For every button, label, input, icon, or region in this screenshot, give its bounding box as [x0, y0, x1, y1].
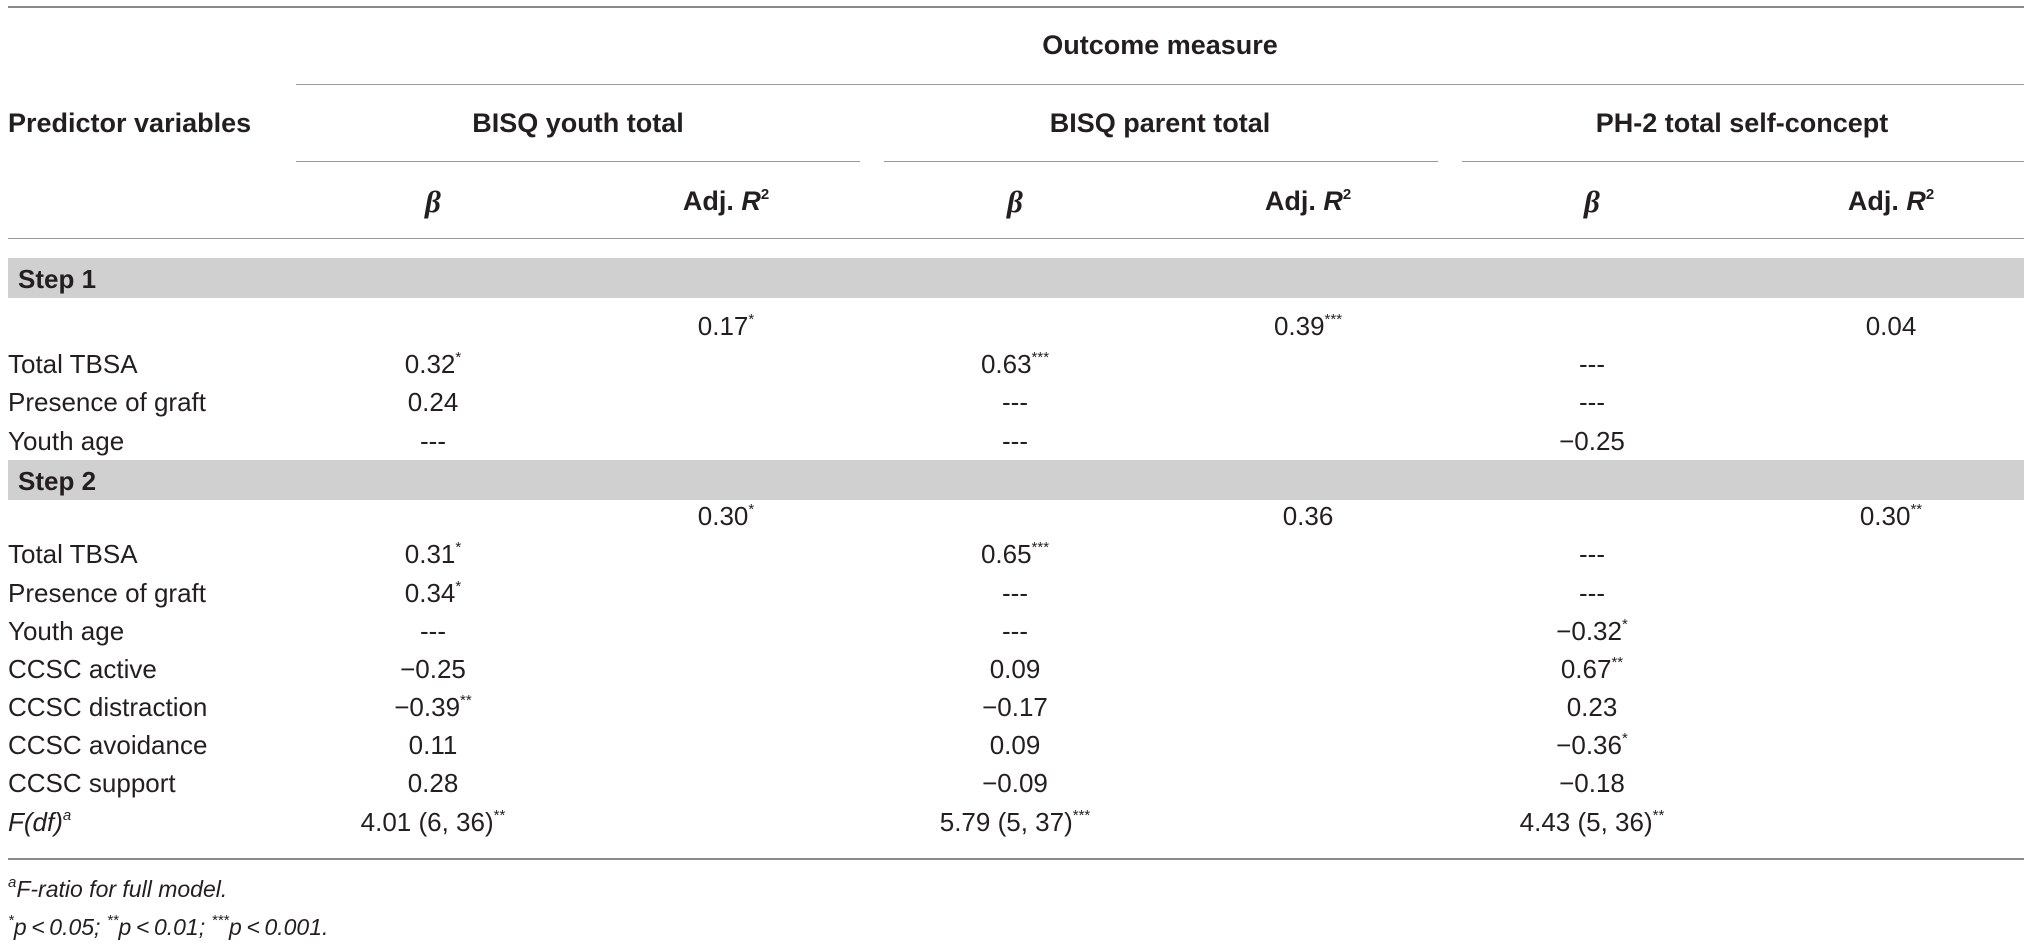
beta-cell: −0.36*: [1556, 730, 1628, 760]
adj-label: Adj.: [1847, 186, 1907, 216]
beta-cell: 0.31*: [404, 539, 462, 569]
outcome-measure-rule: [296, 84, 2024, 85]
beta-cell: 0.63***: [980, 349, 1050, 379]
header-bottom-rule: [8, 238, 2024, 239]
beta-cell: −0.25: [1559, 426, 1625, 456]
beta-cell: 0.11: [408, 730, 458, 760]
r-symbol: R: [1906, 186, 1926, 216]
group-bisq-parent: BISQ parent total: [1049, 108, 1271, 138]
step1-adj-parent: 0.39***: [1273, 311, 1343, 341]
beta-cell: 0.67**: [1560, 654, 1624, 684]
adj-r2-header-parent: Adj. R2: [1208, 186, 1408, 217]
beta-cell: ---: [420, 616, 446, 646]
footnote-a: aF-ratio for full model.: [8, 874, 228, 902]
beta-cell: ---: [1579, 387, 1605, 417]
step1-label: Step 1: [18, 264, 97, 294]
row-label: CCSC support: [8, 768, 176, 798]
f-cell-ph2: 4.43 (5, 36)**: [1519, 807, 1665, 837]
step1-adj-ph2: 0.04: [1865, 311, 1917, 341]
beta-header-youth: β: [425, 184, 441, 219]
bottom-rule: [8, 858, 2024, 860]
beta-cell: ---: [1002, 616, 1028, 646]
beta-cell: −0.32*: [1556, 616, 1628, 646]
beta-cell: 0.32*: [404, 349, 462, 379]
f-cell-youth: 4.01 (6, 36)**: [360, 807, 506, 837]
row-label: CCSC avoidance: [8, 730, 208, 760]
beta-cell: 0.09: [989, 730, 1041, 760]
step1-adj-youth: 0.17*: [697, 311, 755, 341]
group-ph2: PH-2 total self-concept: [1595, 108, 1889, 138]
beta-cell: ---: [1002, 387, 1028, 417]
predictor-variables-heading: Predictor variables: [8, 108, 252, 138]
beta-cell: −0.09: [982, 768, 1048, 798]
beta-header-parent: β: [1007, 184, 1023, 219]
step2-label: Step 2: [18, 466, 97, 496]
step2-adj-youth: 0.30*: [697, 501, 755, 531]
beta-cell: 0.34*: [404, 578, 462, 608]
step2-adj-ph2: 0.30**: [1859, 501, 1923, 531]
r-superscript: 2: [1342, 186, 1352, 203]
row-label: CCSC distraction: [8, 692, 208, 722]
row-label: Youth age: [8, 426, 125, 456]
beta-cell: −0.18: [1559, 768, 1625, 798]
f-ratio-label: F(df)a: [8, 807, 72, 837]
beta-cell: ---: [1579, 539, 1605, 569]
row-label: Presence of graft: [8, 387, 206, 417]
group-rule-parent: [884, 161, 1438, 162]
r-symbol: R: [1323, 186, 1343, 216]
beta-cell: 0.24: [407, 387, 459, 417]
beta-cell: ---: [1579, 349, 1605, 379]
f-cell-parent: 5.79 (5, 37)***: [939, 807, 1091, 837]
row-label: Total TBSA: [8, 349, 138, 379]
adj-label: Adj.: [682, 186, 742, 216]
group-rule-ph2: [1462, 161, 2024, 162]
top-rule: [8, 6, 2024, 8]
row-label: Presence of graft: [8, 578, 206, 608]
beta-cell: 0.65***: [980, 539, 1050, 569]
beta-cell: ---: [1002, 578, 1028, 608]
row-label: CCSC active: [8, 654, 157, 684]
beta-cell: ---: [420, 426, 446, 456]
step1-band: [8, 258, 2024, 298]
beta-header-ph2: β: [1584, 184, 1600, 219]
adj-r2-header-youth: Adj. R2: [626, 186, 826, 217]
beta-cell: −0.25: [400, 654, 466, 684]
adj-label: Adj.: [1264, 186, 1324, 216]
adj-r2-header-ph2: Adj. R2: [1791, 186, 1991, 217]
beta-cell: −0.17: [982, 692, 1048, 722]
footnote-p-values: *p < 0.05; **p < 0.01; ***p < 0.001.: [8, 912, 329, 940]
row-label: Total TBSA: [8, 539, 138, 569]
beta-cell: 0.23: [1566, 692, 1618, 722]
r-superscript: 2: [760, 186, 770, 203]
r-symbol: R: [741, 186, 761, 216]
beta-cell: 0.09: [989, 654, 1041, 684]
group-rule-youth: [296, 161, 860, 162]
r-superscript: 2: [1925, 186, 1935, 203]
outcome-measure-heading: Outcome measure: [1042, 30, 1278, 60]
beta-cell: 0.28: [407, 768, 459, 798]
beta-cell: −0.39**: [394, 692, 472, 722]
step2-adj-parent: 0.36: [1282, 501, 1334, 531]
beta-cell: ---: [1002, 426, 1028, 456]
row-label: Youth age: [8, 616, 125, 646]
step2-band: [8, 460, 2024, 500]
beta-cell: ---: [1579, 578, 1605, 608]
group-bisq-youth: BISQ youth total: [472, 108, 684, 138]
